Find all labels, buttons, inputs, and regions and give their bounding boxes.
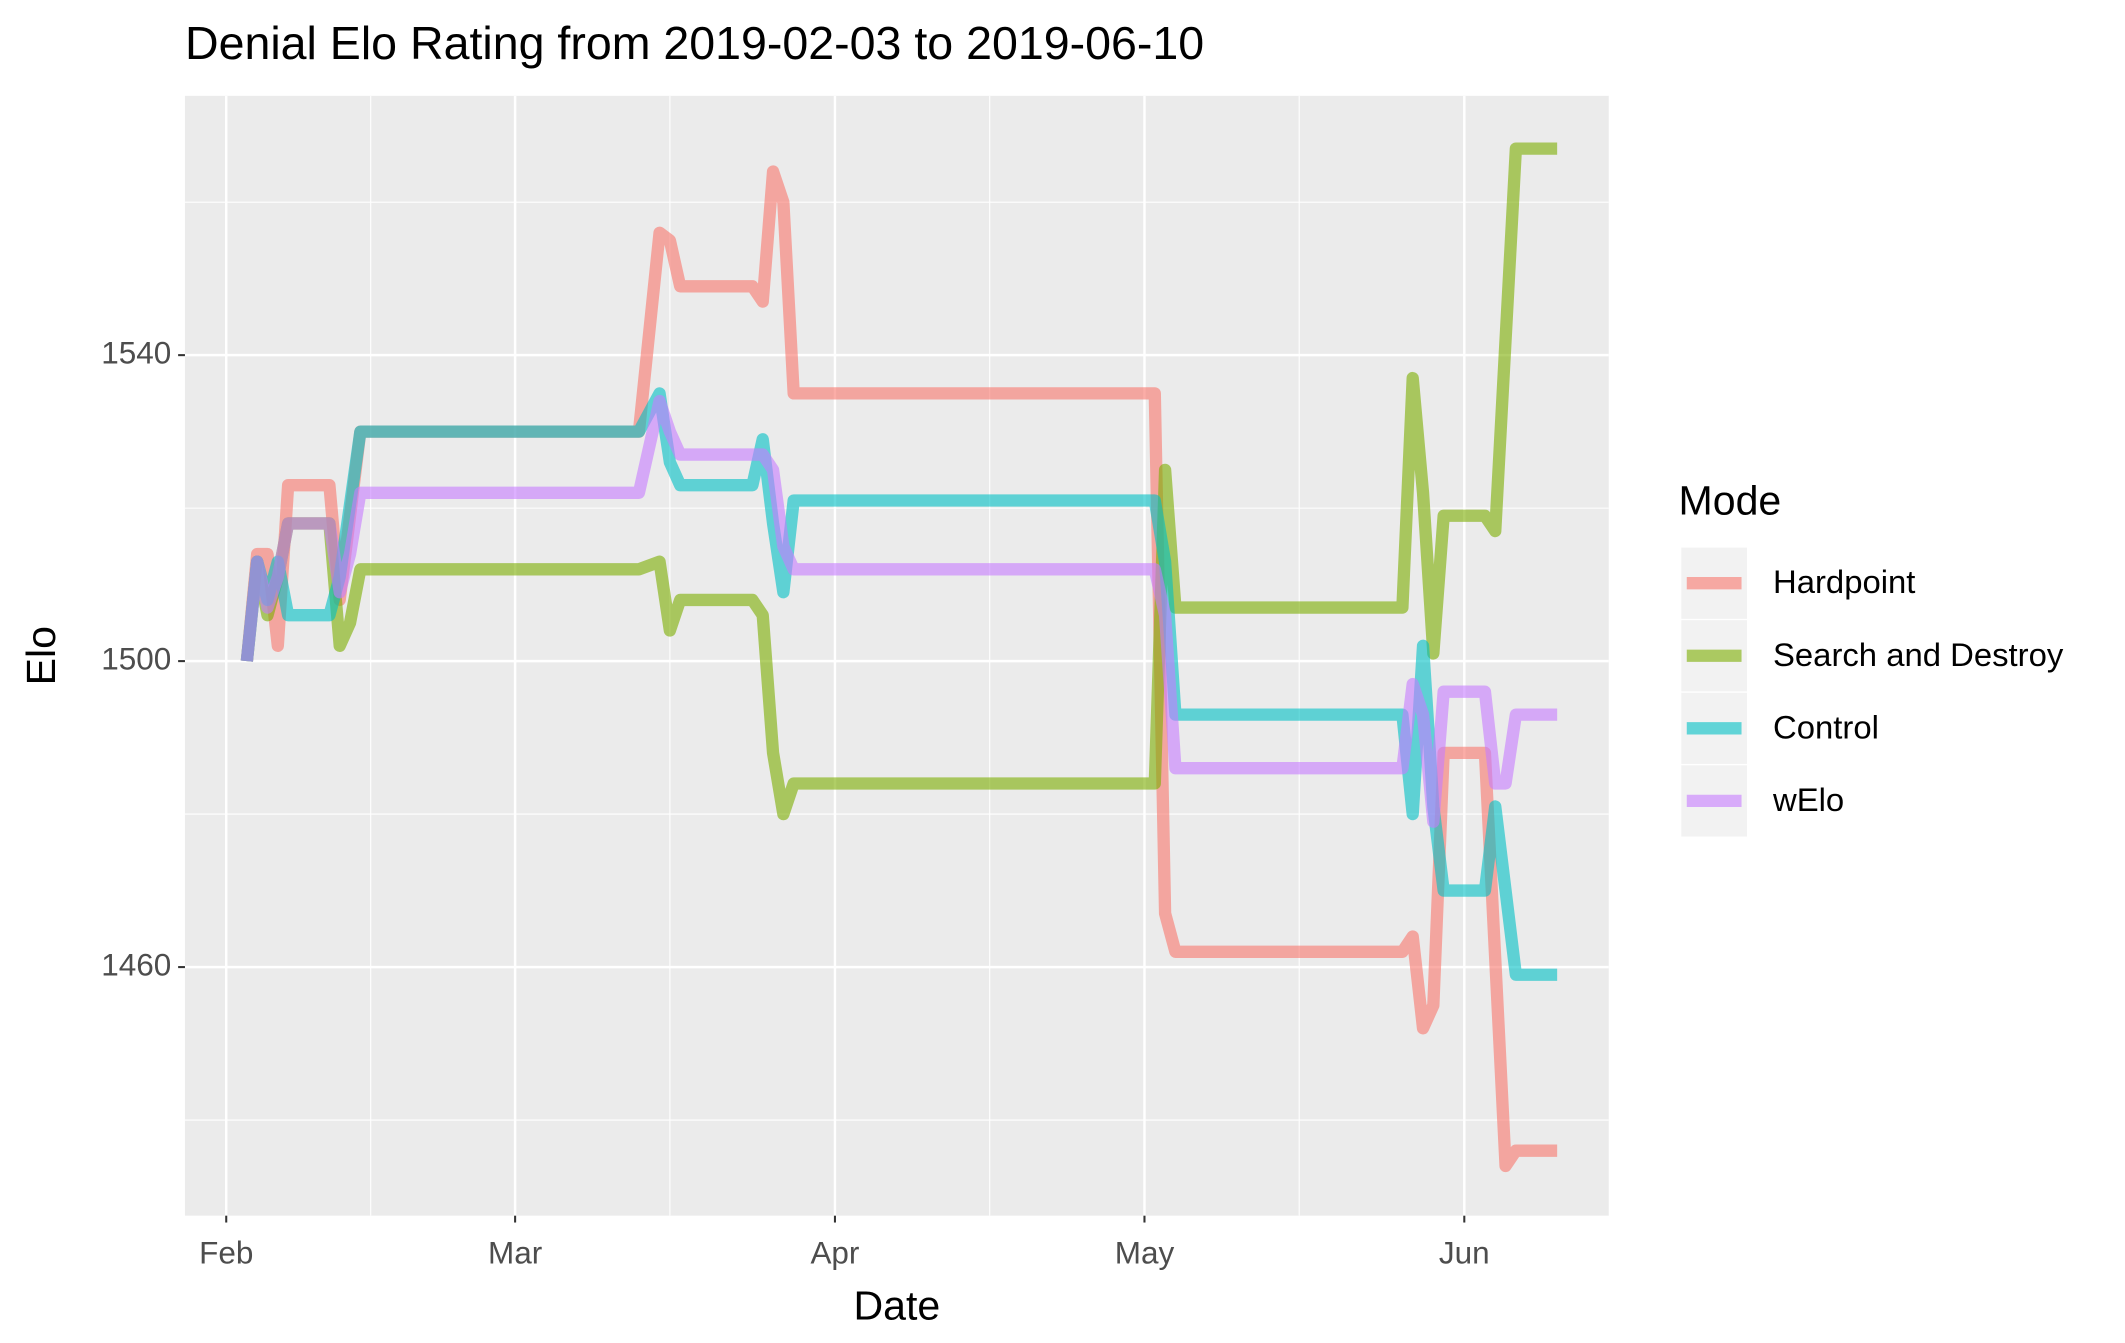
chart-title: Denial Elo Rating from 2019-02-03 to 201… bbox=[185, 17, 1204, 69]
x-tick-label: Apr bbox=[810, 1236, 859, 1271]
x-tick-label: Mar bbox=[488, 1236, 542, 1271]
x-tick-label: May bbox=[1115, 1236, 1175, 1271]
x-tick-label: Jun bbox=[1439, 1236, 1490, 1271]
y-tick-label: 1460 bbox=[101, 947, 171, 982]
x-axis-title: Date bbox=[853, 1283, 940, 1329]
legend-label: Hardpoint bbox=[1773, 563, 1915, 600]
y-tick-label: 1540 bbox=[101, 335, 171, 370]
legend-label: Control bbox=[1773, 708, 1879, 745]
x-tick-label: Feb bbox=[199, 1236, 253, 1271]
y-tick-label: 1500 bbox=[101, 641, 171, 676]
legend-title: Mode bbox=[1679, 478, 1782, 524]
plot-panel bbox=[184, 95, 1609, 1216]
y-axis-title: Elo bbox=[18, 626, 64, 685]
legend-label: wElo bbox=[1772, 781, 1844, 818]
series-line bbox=[240, 387, 1558, 981]
series-line bbox=[240, 394, 1558, 828]
legend-label: Search and Destroy bbox=[1773, 636, 2064, 673]
series-line bbox=[240, 165, 1558, 1173]
